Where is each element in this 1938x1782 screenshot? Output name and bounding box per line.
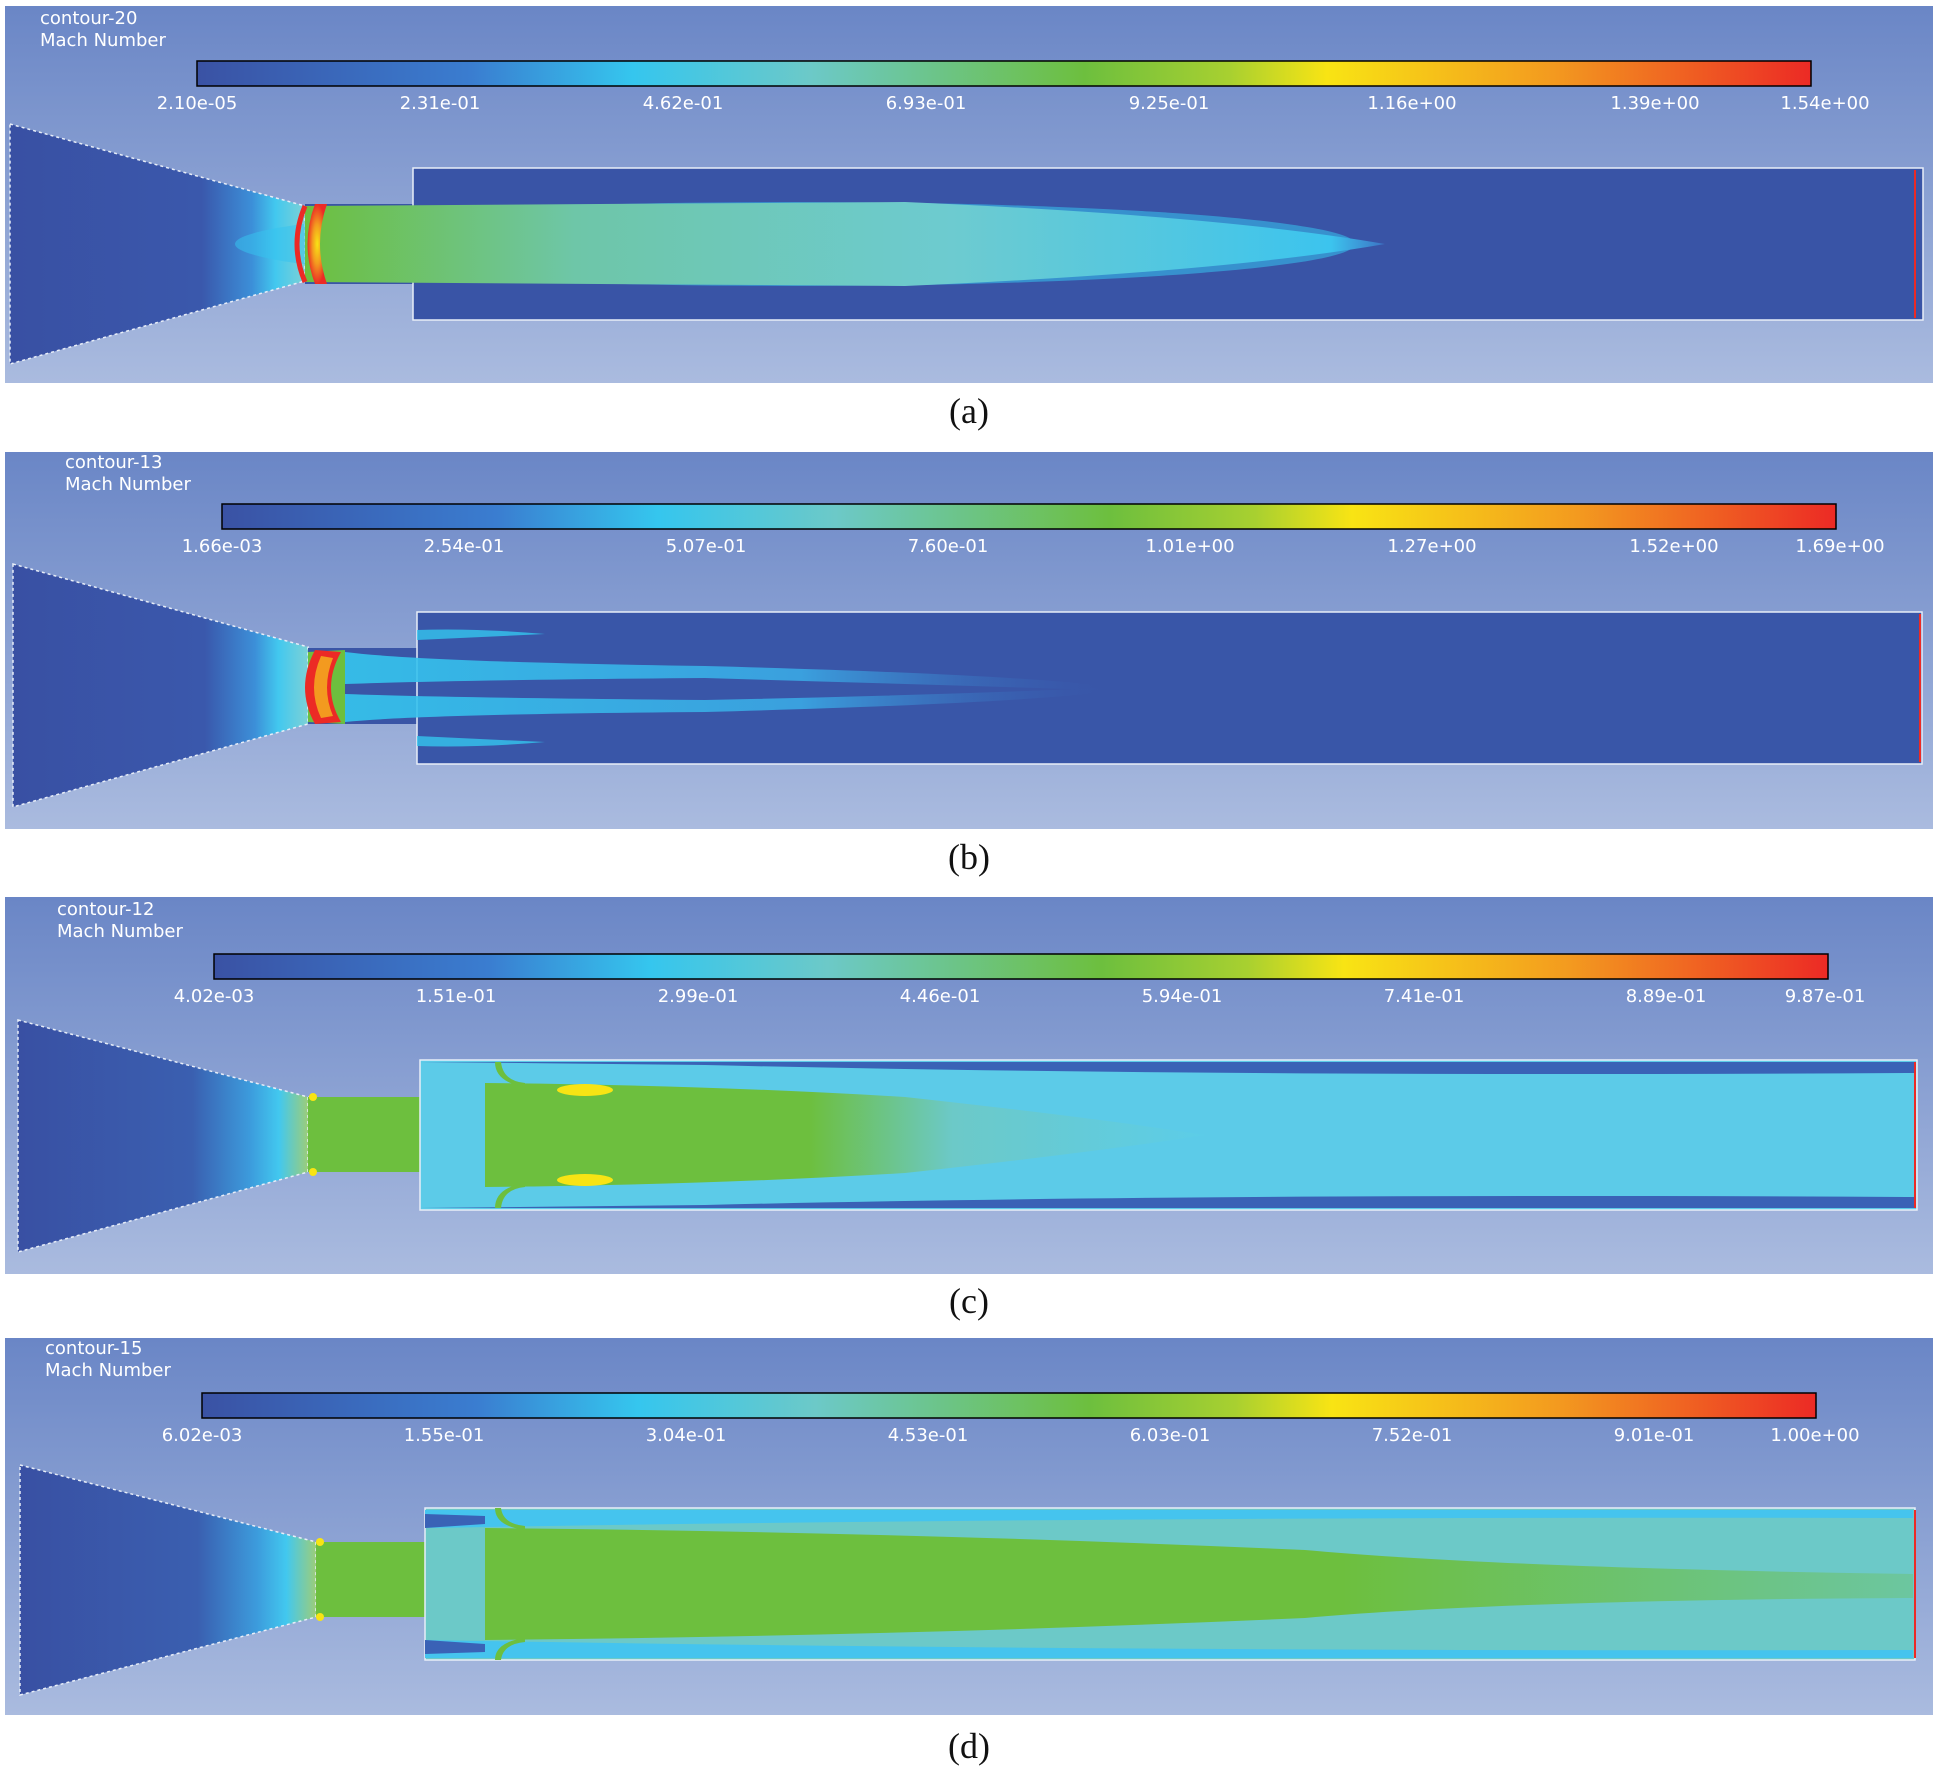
colorbar-tick: 2.10e-05	[156, 93, 238, 114]
contour-panel-a: contour-20 Mach Number 2.10e-05 2.31e-01…	[5, 6, 1933, 383]
variable-label: Mach Number	[40, 30, 166, 51]
caption-a: (a)	[949, 391, 989, 431]
variable-label: Mach Number	[65, 474, 191, 495]
contour-plot-a	[5, 6, 1933, 383]
colorbar-tick: 6.02e-03	[161, 1425, 243, 1446]
colorbar-a	[196, 60, 1812, 87]
colorbar-tick: 1.54e+00	[1780, 93, 1870, 114]
contour-panel-d: contour-15 Mach Number 6.02e-03 1.55e-01…	[5, 1338, 1933, 1715]
colorbar-tick: 4.02e-03	[173, 986, 255, 1007]
contour-plot-b	[5, 452, 1933, 829]
colorbar-tick: 9.87e-01	[1784, 986, 1866, 1007]
colorbar-tick: 4.62e-01	[642, 93, 724, 114]
colorbar-tick: 2.99e-01	[657, 986, 739, 1007]
colorbar-tick: 9.25e-01	[1128, 93, 1210, 114]
variable-label: Mach Number	[57, 921, 183, 942]
contour-title: contour-20	[40, 8, 138, 29]
contour-panel-b: contour-13 Mach Number 1.66e-03 2.54e-01…	[5, 452, 1933, 829]
colorbar-tick: 9.01e-01	[1613, 1425, 1695, 1446]
colorbar-tick: 2.31e-01	[399, 93, 481, 114]
colorbar-d	[201, 1392, 1817, 1419]
contour-title: contour-13	[65, 452, 163, 473]
colorbar-tick: 4.53e-01	[887, 1425, 969, 1446]
colorbar-tick: 1.69e+00	[1795, 536, 1885, 557]
caption-c: (c)	[949, 1281, 989, 1321]
colorbar-tick: 7.52e-01	[1371, 1425, 1453, 1446]
colorbar-tick: 3.04e-01	[645, 1425, 727, 1446]
colorbar-tick: 5.94e-01	[1141, 986, 1223, 1007]
colorbar-tick: 1.00e+00	[1770, 1425, 1860, 1446]
contour-plot-d	[5, 1338, 1933, 1715]
colorbar-tick: 2.54e-01	[423, 536, 505, 557]
contour-title: contour-15	[45, 1338, 143, 1359]
colorbar-tick: 7.41e-01	[1383, 986, 1465, 1007]
colorbar-tick: 1.55e-01	[403, 1425, 485, 1446]
colorbar-tick: 7.60e-01	[907, 536, 989, 557]
caption-b: (b)	[948, 837, 990, 877]
colorbar-tick: 6.93e-01	[885, 93, 967, 114]
colorbar-c	[213, 953, 1829, 980]
caption-d: (d)	[948, 1726, 990, 1766]
contour-plot-c	[5, 897, 1933, 1274]
colorbar-tick: 1.39e+00	[1610, 93, 1700, 114]
colorbar-tick: 1.52e+00	[1629, 536, 1719, 557]
contour-panel-c: contour-12 Mach Number 4.02e-03 1.51e-01…	[5, 897, 1933, 1274]
colorbar-tick: 1.27e+00	[1387, 536, 1477, 557]
variable-label: Mach Number	[45, 1360, 171, 1381]
colorbar-tick: 4.46e-01	[899, 986, 981, 1007]
colorbar-tick: 8.89e-01	[1625, 986, 1707, 1007]
colorbar-tick: 1.51e-01	[415, 986, 497, 1007]
colorbar-tick: 1.16e+00	[1367, 93, 1457, 114]
colorbar-b	[221, 503, 1837, 530]
colorbar-tick: 1.01e+00	[1145, 536, 1235, 557]
colorbar-tick: 5.07e-01	[665, 536, 747, 557]
contour-title: contour-12	[57, 899, 155, 920]
colorbar-tick: 6.03e-01	[1129, 1425, 1211, 1446]
colorbar-tick: 1.66e-03	[181, 536, 263, 557]
